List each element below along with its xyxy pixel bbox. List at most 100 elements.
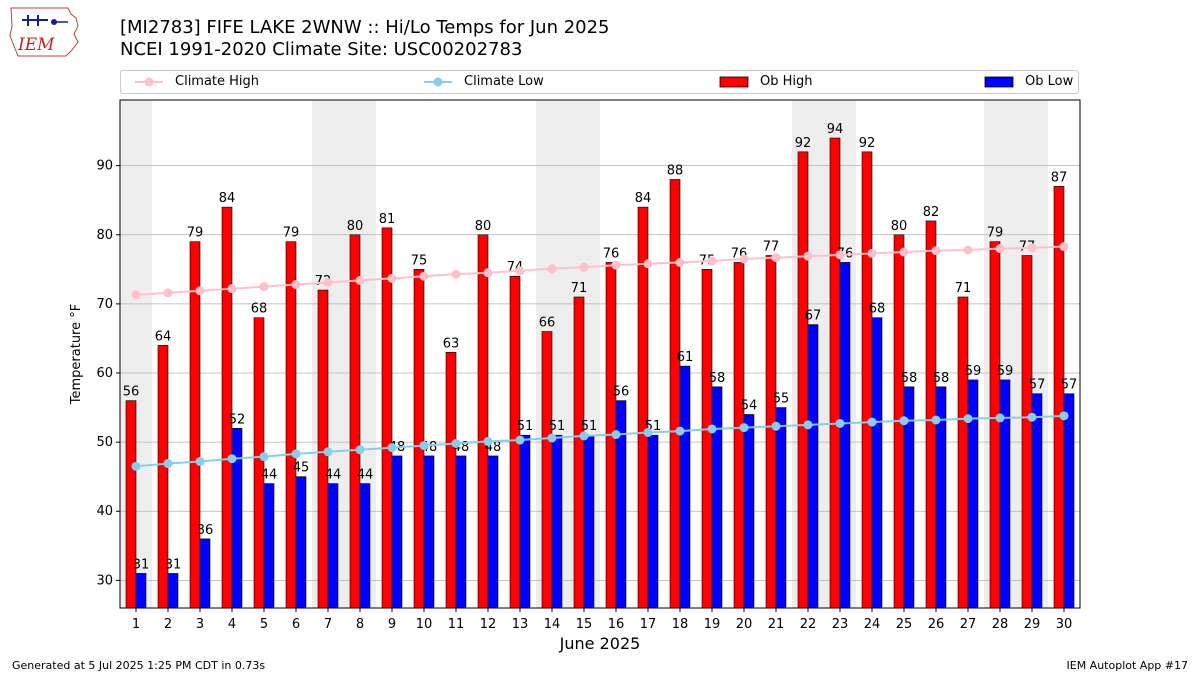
x-tick-label: 9 — [388, 617, 396, 632]
bar-ob-high — [189, 241, 201, 609]
label-ob-low: 44 — [261, 468, 278, 483]
x-tick-label: 3 — [196, 617, 204, 632]
climate-high-point — [803, 251, 813, 261]
climate-low-point — [675, 426, 685, 436]
x-tick-label: 7 — [324, 617, 332, 632]
climate-high-point — [323, 277, 333, 287]
bar-ob-high — [253, 317, 265, 609]
y-tick-label: 80 — [96, 228, 113, 243]
label-ob-low: 56 — [613, 385, 630, 400]
logo-text: IEM — [17, 35, 55, 55]
bar-ob-high — [989, 241, 1001, 609]
y-tick-label: 50 — [96, 435, 113, 450]
bar-ob-high — [797, 151, 809, 609]
bar-ob-low — [167, 573, 179, 609]
climate-low-point — [1027, 412, 1037, 422]
label-ob-high: 77 — [763, 240, 780, 255]
bar-ob-high — [669, 179, 681, 609]
label-ob-high: 81 — [379, 212, 396, 227]
climate-high-point — [1059, 242, 1069, 252]
label-ob-low: 55 — [773, 392, 790, 407]
x-tick-label: 21 — [768, 617, 785, 632]
climate-high-point — [355, 275, 365, 285]
y-tick-label: 70 — [96, 297, 113, 312]
x-tick-label: 16 — [608, 617, 625, 632]
climate-high-point — [611, 260, 621, 270]
label-ob-high: 76 — [603, 246, 620, 261]
bar-ob-low — [391, 455, 403, 609]
climate-low-point — [963, 414, 973, 424]
climate-low-point — [995, 413, 1005, 423]
climate-high-point — [451, 269, 461, 279]
bar-ob-high — [925, 220, 937, 609]
label-ob-high: 92 — [859, 136, 876, 151]
label-ob-low: 58 — [933, 371, 950, 386]
chart-subtitle: NCEI 1991-2020 Climate Site: USC00202783 — [120, 39, 523, 60]
bar-ob-low — [583, 434, 595, 609]
x-tick-label: 23 — [832, 617, 849, 632]
bar-ob-low — [263, 483, 275, 609]
x-tick-label: 5 — [260, 617, 268, 632]
x-tick-label: 1 — [132, 617, 140, 632]
bar-ob-high — [413, 269, 425, 609]
climate-low-point — [355, 445, 365, 455]
climate-low-point — [419, 441, 429, 451]
label-ob-high: 71 — [955, 281, 972, 296]
label-ob-high: 68 — [251, 302, 268, 317]
climate-high-point — [995, 244, 1005, 254]
x-tick-label: 10 — [416, 617, 433, 632]
bar-ob-low — [743, 414, 755, 609]
label-ob-high: 84 — [219, 191, 236, 206]
climate-low-point — [547, 433, 557, 443]
label-ob-high: 94 — [827, 122, 844, 137]
footer-app: IEM Autoplot App #17 — [1066, 659, 1189, 672]
label-ob-high: 88 — [667, 163, 684, 178]
x-tick-label: 22 — [800, 617, 817, 632]
bar-ob-low — [295, 476, 307, 609]
y-tick-label: 60 — [96, 366, 113, 381]
climate-low-point — [227, 454, 237, 464]
climate-high-point — [291, 280, 301, 290]
iem-logo: IEM — [9, 7, 79, 57]
x-tick-label: 12 — [480, 617, 497, 632]
bar-ob-high — [861, 151, 873, 609]
x-tick-label: 17 — [640, 617, 657, 632]
climate-high-point — [131, 290, 141, 300]
climate-low-point — [259, 452, 269, 462]
bar-ob-low — [647, 434, 659, 609]
bar-ob-low — [199, 538, 211, 609]
climate-high-point — [899, 247, 909, 257]
climate-low-point — [643, 427, 653, 437]
bar-ob-low — [327, 483, 339, 609]
climate-high-point — [963, 245, 973, 255]
x-tick-label: 6 — [292, 617, 300, 632]
label-ob-low: 52 — [229, 412, 246, 427]
label-ob-low: 44 — [325, 468, 342, 483]
climate-low-point — [1059, 411, 1069, 421]
x-tick-label: 13 — [512, 617, 529, 632]
label-ob-high: 71 — [571, 281, 588, 296]
climate-low-point — [515, 435, 525, 445]
label-ob-high: 84 — [635, 191, 652, 206]
x-tick-label: 27 — [960, 617, 977, 632]
legend: Climate High Climate Low Ob High Ob Low — [120, 70, 1079, 94]
x-tick-label: 18 — [672, 617, 689, 632]
bar-ob-high — [765, 255, 777, 609]
label-ob-high: 56 — [123, 385, 140, 400]
climate-high-point — [931, 246, 941, 256]
y-tick-label: 30 — [96, 573, 113, 588]
bar-ob-low — [679, 365, 691, 609]
climate-high-point — [515, 266, 525, 276]
x-tick-label: 25 — [896, 617, 913, 632]
label-ob-low: 45 — [293, 461, 310, 476]
climate-high-point — [387, 273, 397, 283]
climate-low-point — [291, 449, 301, 459]
bar-ob-low — [1063, 393, 1075, 609]
climate-low-point — [803, 420, 813, 430]
label-ob-low: 54 — [741, 398, 758, 413]
bar-ob-high — [221, 206, 233, 609]
label-ob-low: 59 — [965, 364, 982, 379]
x-tick-label: 15 — [576, 617, 593, 632]
y-tick-label: 40 — [96, 504, 113, 519]
